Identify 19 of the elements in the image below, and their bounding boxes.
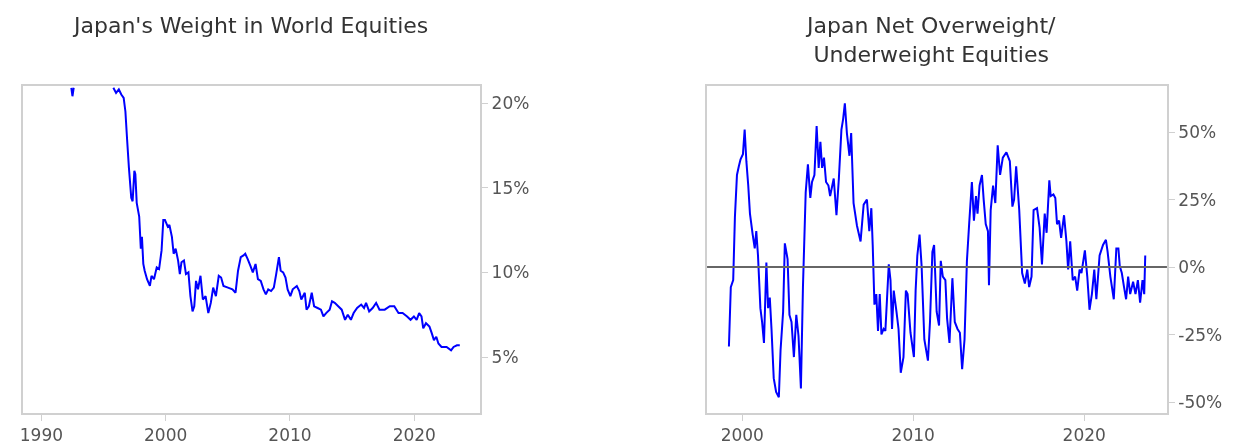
- x-tick-label: 2000: [720, 425, 764, 446]
- y-tick-label: -50%: [1178, 392, 1223, 413]
- x-tick-label: 1990: [19, 425, 64, 446]
- chart-title: Japan's Weight in World Equities: [72, 13, 429, 38]
- y-tick-label: 5%: [491, 347, 519, 368]
- x-tick-label: 2020: [1062, 425, 1106, 446]
- y-tick-label: 20%: [491, 92, 530, 113]
- line-series: [727, 102, 1147, 399]
- y-tick-label: 10%: [491, 262, 530, 283]
- x-tick-label: 2010: [891, 425, 935, 446]
- x-tick-label: 2010: [268, 425, 312, 446]
- y-tick-label: 50%: [1178, 121, 1217, 142]
- x-tick-label: 2000: [144, 425, 188, 446]
- chart-title: Japan Net Overweight/ Underweight Equities: [805, 13, 1057, 67]
- y-tick-label: 25%: [1178, 189, 1217, 210]
- x-tick-label: 2020: [392, 425, 436, 446]
- y-tick-label: 0%: [1178, 257, 1206, 278]
- y-tick-label: -25%: [1178, 324, 1223, 345]
- y-tick-label: 15%: [491, 177, 530, 198]
